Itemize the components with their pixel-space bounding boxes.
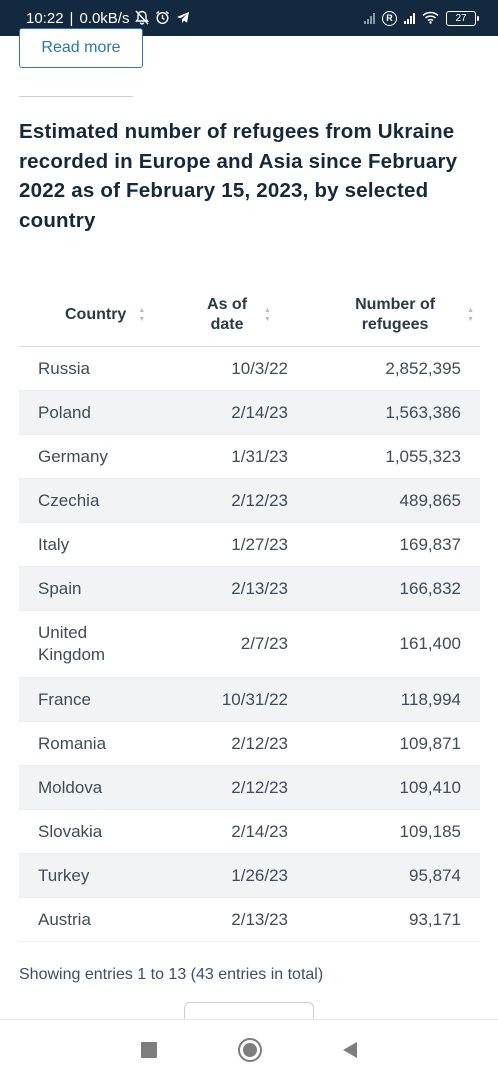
cell-number: 1,055,323 [385,446,461,466]
cell-number: 109,185 [399,821,461,841]
battery-icon: 27 [446,10,479,26]
status-separator: | [69,9,74,27]
table-row: France 10/31/22 118,994 [19,678,480,722]
status-left: 10:22 | 0.0kB/s [26,10,190,27]
table-row: Germany 1/31/23 1,055,323 [19,435,480,479]
header-country-label: Country [65,306,127,323]
recents-icon[interactable] [140,1041,157,1058]
statistic-title: Estimated number of refugees from Ukrain… [19,120,458,232]
back-icon[interactable] [343,1041,358,1058]
entries-info: Showing entries 1 to 13 (43 entries in t… [19,966,324,983]
status-time: 10:22 [26,9,64,27]
wifi-icon [422,11,439,26]
sort-icon[interactable]: ▲ ▼ [138,307,146,323]
table-row: Spain 2/13/23 166,832 [19,567,480,611]
cell-number: 109,410 [399,777,461,797]
status-speed: 0.0kB/s [79,9,130,27]
read-more-button[interactable]: Read more [19,28,143,68]
cell-country: France [38,689,91,709]
cell-country: United Kingdom [38,623,106,664]
cell-number: 93,171 [409,909,461,929]
sort-icon[interactable]: ▲ ▼ [264,307,271,323]
signal-icon [364,12,375,24]
table-row: Italy 1/27/23 169,837 [19,523,480,567]
cell-country: Turkey [38,865,90,885]
cell-date: 2/13/23 [231,578,288,598]
header-date-label: As of date [207,296,248,333]
cell-number: 169,837 [399,534,461,554]
table-row: Moldova 2/12/23 109,410 [19,766,480,810]
cell-date: 2/14/23 [231,402,288,422]
bell-off-icon [135,10,150,27]
header-date[interactable]: As of date ▲ ▼ [181,295,292,335]
cell-country: Austria [38,909,91,929]
cell-date: 2/12/23 [231,490,288,510]
cell-country: Germany [38,446,108,466]
table-row: Romania 2/12/23 109,871 [19,722,480,766]
sort-icon[interactable]: ▲ ▼ [467,307,474,323]
cell-country: Slovakia [38,821,103,841]
cell-number: 166,832 [399,578,461,598]
cell-number: 109,871 [399,733,461,753]
cell-date: 10/3/22 [231,358,288,378]
header-number[interactable]: Number of refugees ▲ ▼ [292,295,480,335]
cell-country: Czechia [38,490,100,510]
data-table: Country ▲ ▼ As of date ▲ ▼ Number of refug… [19,284,480,942]
roaming-icon: R [382,10,397,26]
cell-country: Spain [38,578,82,598]
cell-country: Romania [38,733,107,753]
header-country[interactable]: Country ▲ ▼ [19,305,181,325]
cell-date: 2/12/23 [231,777,288,797]
cell-date: 10/31/22 [221,689,288,709]
signal-icon [404,12,415,24]
cell-number: 118,994 [400,689,461,709]
cell-number: 161,400 [399,634,461,653]
cell-number: 2,852,395 [385,358,461,378]
table-row: Slovakia 2/14/23 109,185 [19,810,480,854]
table-row: Czechia 2/12/23 489,865 [19,479,480,523]
table-row: Turkey 1/26/23 95,874 [19,854,480,898]
cell-country: Poland [38,402,91,422]
cell-date: 2/14/23 [231,821,288,841]
cell-country: Italy [38,534,70,554]
cell-country: Russia [38,358,90,378]
cell-number: 1,563,386 [385,402,461,422]
cell-number: 489,865 [399,490,461,510]
cell-date: 1/26/23 [231,865,288,885]
table-row: Russia 10/3/22 2,852,395 [19,347,480,391]
cell-date: 1/27/23 [231,534,288,554]
cell-date: 1/31/23 [231,446,288,466]
table-row: Poland 2/14/23 1,563,386 [19,391,480,435]
cell-date: 2/13/23 [231,909,288,929]
status-right: R 27 [364,10,479,26]
navigation-bar [0,1019,498,1079]
alarm-icon [155,10,170,27]
divider [19,96,133,97]
telegram-icon [176,11,190,26]
cell-date: 2/7/23 [240,634,288,653]
cell-date: 2/12/23 [231,733,288,753]
cell-number: 95,874 [409,865,461,885]
table-row: Austria 2/13/23 93,171 [19,898,480,942]
cell-country: Moldova [38,777,103,797]
header-number-label: Number of refugees [355,296,436,333]
table-row: United Kingdom 2/7/23 161,400 [19,611,480,678]
home-icon[interactable] [237,1037,262,1062]
table-header: Country ▲ ▼ As of date ▲ ▼ Number of refug… [19,284,480,347]
